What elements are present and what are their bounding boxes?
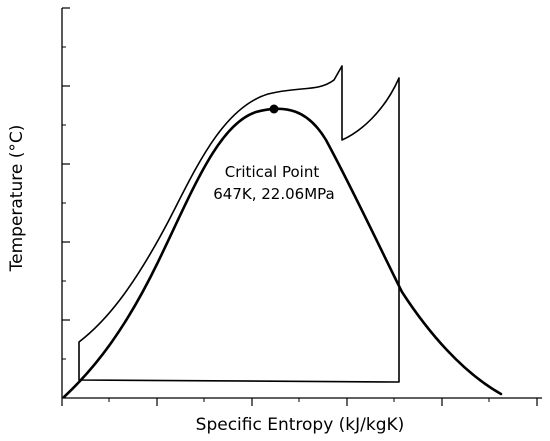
saturation-dome: [62, 107, 503, 399]
x-axis-label: Specific Entropy (kJ/kgK): [196, 415, 405, 435]
y-axis-label: Temperature (°C): [7, 125, 27, 273]
critical-point-label: Critical Point: [225, 163, 320, 181]
x-axis-minor-ticks: [108, 398, 490, 402]
x-axis-major-ticks: [61, 398, 538, 406]
critical-point-marker: [269, 104, 279, 114]
y-axis-minor-ticks: [62, 46, 66, 360]
thermodynamic-cycle: [78, 65, 400, 383]
critical-point-values: 647K, 22.06MPa: [213, 185, 334, 203]
y-axis-major-ticks: [62, 7, 70, 321]
